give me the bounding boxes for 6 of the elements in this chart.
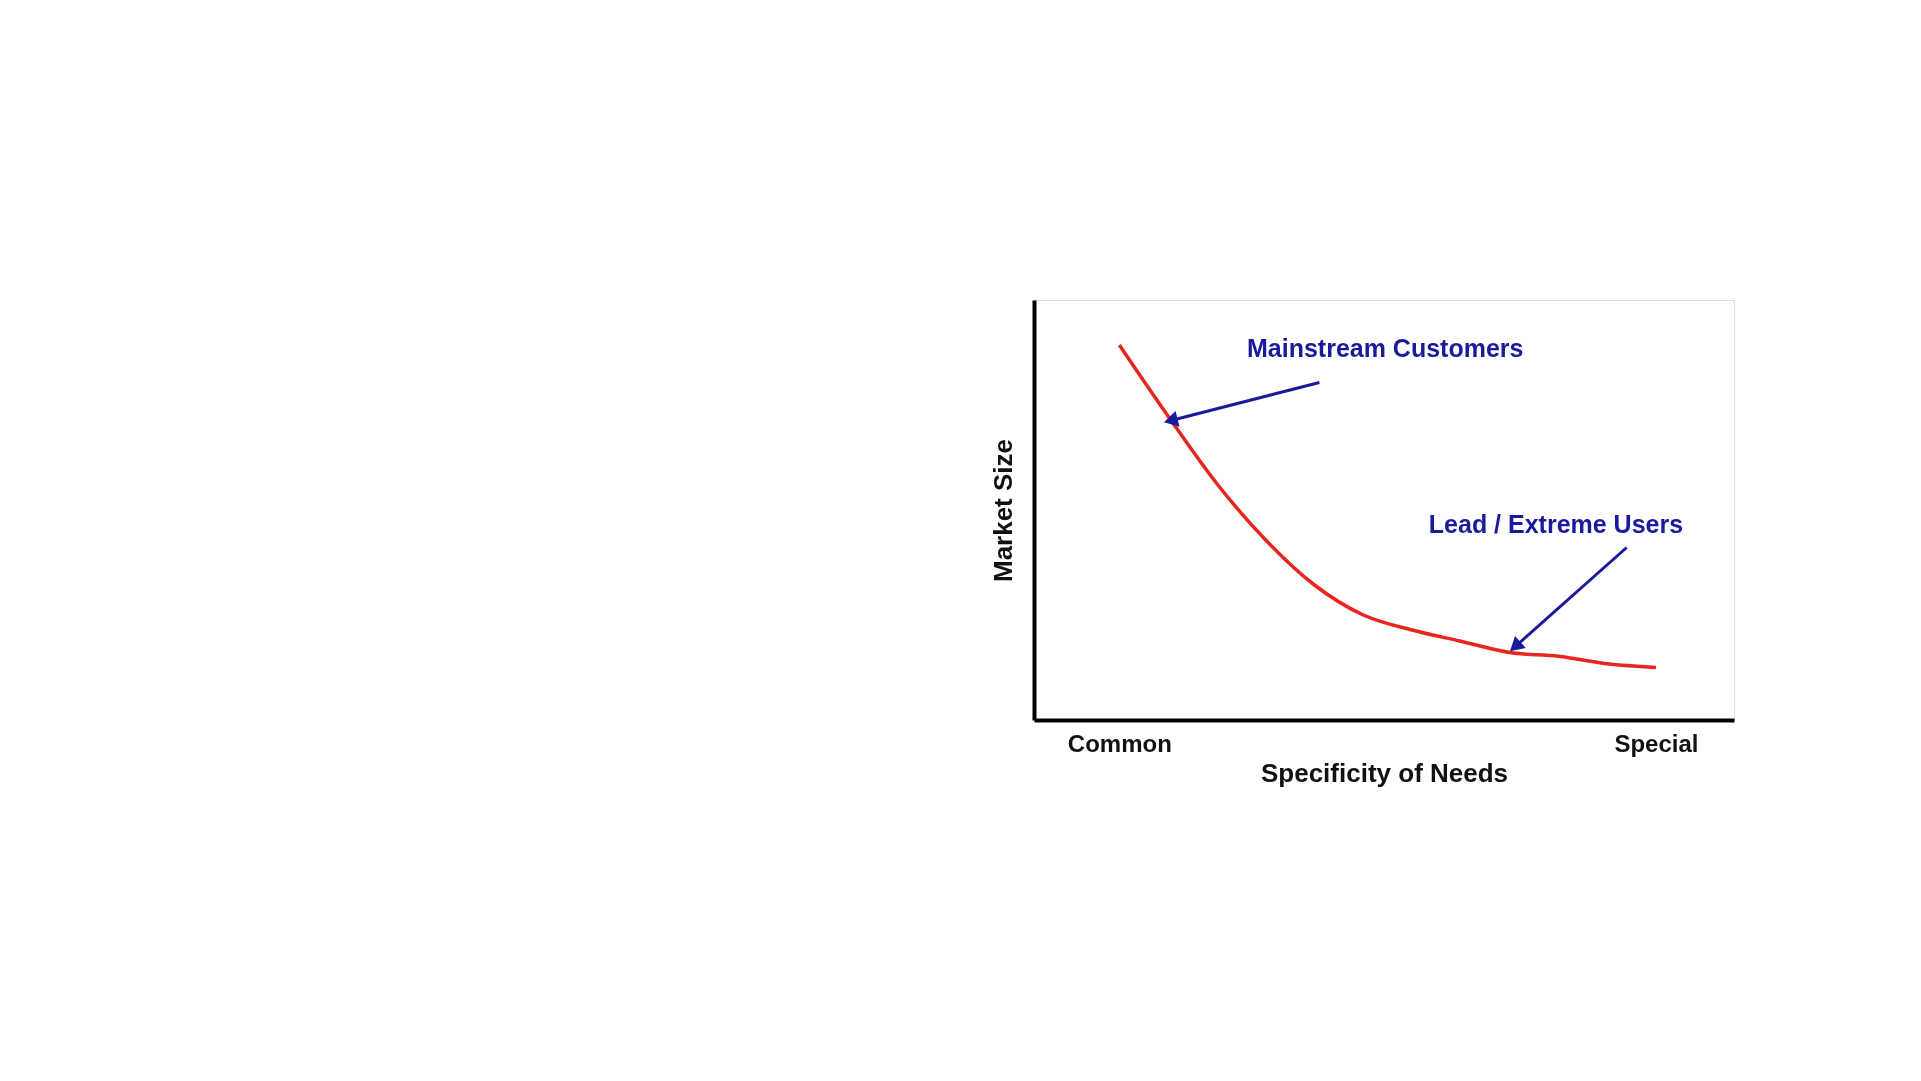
annotation: Mainstream Customers [1246,333,1524,362]
x-tick-label: Special [1614,729,1699,757]
x-tick-label: Common [1067,729,1172,757]
y-axis-title: Market Size [987,438,1018,583]
x-axis-title: Specificity of Needs [1260,757,1509,788]
annotation: Lead / Extreme Users [1428,510,1684,538]
